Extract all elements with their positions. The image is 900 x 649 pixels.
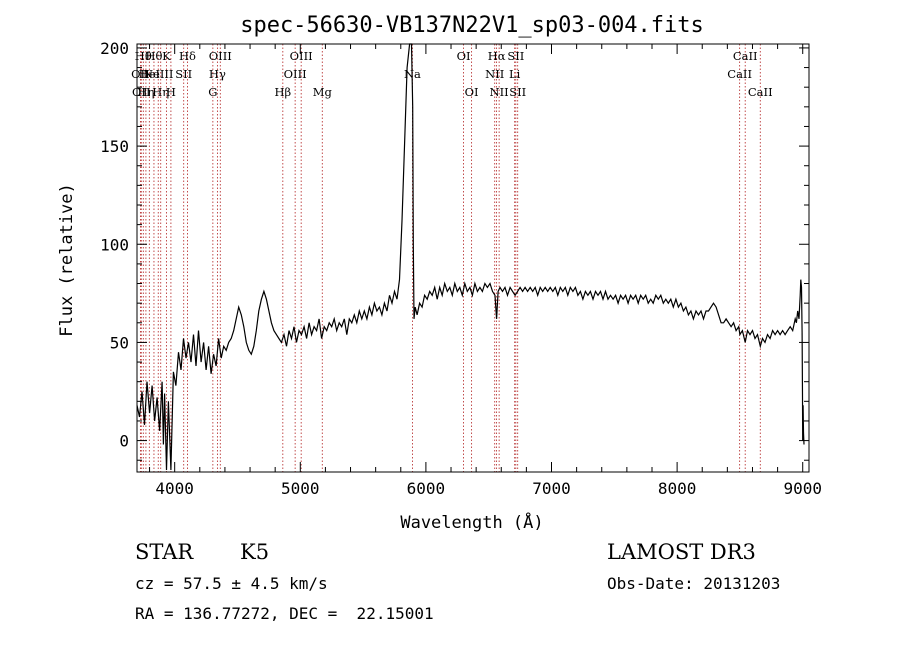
- spectral-line-label: Hη: [152, 85, 169, 99]
- spectral-line-label: OI: [457, 49, 471, 63]
- spectral-line-label: Hη: [137, 85, 154, 99]
- spectral-line-labels: OIIOIIHθHηHeIHθNeIIIHηKHSIIHδGHγOIIIHβOI…: [131, 49, 773, 99]
- y-tick-label: 100: [100, 235, 129, 254]
- x-axis-label: Wavelength (Å): [400, 511, 543, 533]
- flux-series-line: [136, 43, 805, 471]
- x-tick-label: 4000: [155, 479, 194, 498]
- spectral-line-markers: [139, 44, 761, 472]
- spectral-line-label: SII: [507, 49, 524, 63]
- spectral-line-label: NII: [490, 85, 509, 99]
- y-tick-label: 200: [100, 39, 129, 58]
- x-tick-label: 8000: [658, 479, 697, 498]
- spectral-line-label: SII: [509, 85, 526, 99]
- spectral-line-label: Hγ: [209, 67, 226, 81]
- spectral-line-label: OI: [465, 85, 479, 99]
- spectral-line-label: CaII: [727, 67, 752, 81]
- survey-name: LAMOST DR3: [607, 540, 756, 564]
- spectral-line-label: SII: [175, 67, 192, 81]
- spectral-line-label: Li: [509, 67, 521, 81]
- spectral-line-label: OIII: [290, 49, 313, 63]
- spectral-line-label: Hθ: [145, 49, 162, 63]
- x-tick-label: 5000: [281, 479, 320, 498]
- y-tick-label: 50: [110, 333, 129, 352]
- spectral-line-label: Hδ: [179, 49, 196, 63]
- coordinates-text: RA = 136.77272, DEC = 22.15001: [135, 604, 434, 623]
- y-tick-label: 0: [119, 432, 129, 451]
- spectral-line-label: CaII: [748, 85, 773, 99]
- axis-ticks: 4000 5000 6000 7000 8000 9000 0 50 100 150 200: [100, 39, 822, 498]
- y-tick-label: 150: [100, 137, 129, 156]
- object-subclass: K5: [240, 540, 270, 564]
- spectral-line-label: H: [166, 85, 176, 99]
- observation-date: Obs-Date: 20131203: [607, 574, 781, 593]
- spectral-line-label: OIII: [284, 67, 307, 81]
- x-tick-label: 9000: [783, 479, 822, 498]
- spectral-line-label: Hθ: [135, 49, 152, 63]
- spectral-line-label: G: [208, 85, 217, 99]
- spectral-line-label: OIII: [209, 49, 232, 63]
- plot-frame: [136, 43, 810, 473]
- object-class: STAR: [135, 540, 194, 564]
- y-axis-label: Flux (relative): [57, 183, 77, 337]
- spectral-line-label: Hα: [488, 49, 506, 63]
- spectral-line-label: K: [162, 49, 171, 63]
- spectral-line-label: Mg: [313, 85, 333, 99]
- spectral-line-label: NeIII: [143, 67, 174, 81]
- redshift-text: cz = 57.5 ± 4.5 km/s: [135, 574, 328, 593]
- spectral-line-label: CaII: [733, 49, 758, 63]
- spectral-line-label: OII: [131, 67, 150, 81]
- spectral-line-label: NII: [485, 67, 504, 81]
- chart-title: spec-56630-VB137N22V1_sp03-004.fits: [240, 13, 704, 38]
- x-tick-label: 6000: [407, 479, 446, 498]
- spectral-line-label: HeI: [139, 67, 160, 81]
- x-tick-label: 7000: [532, 479, 571, 498]
- spectral-line-label: Hβ: [274, 85, 291, 99]
